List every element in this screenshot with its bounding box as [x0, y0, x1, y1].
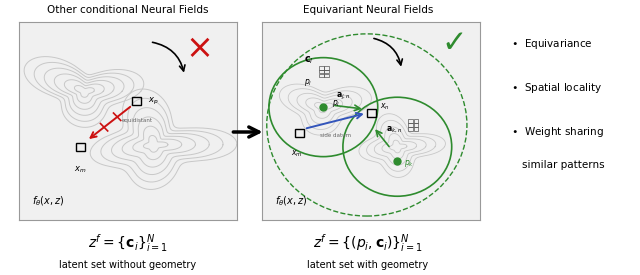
Text: $\mathbf{a}_{k,n}$: $\mathbf{a}_{k,n}$ — [387, 124, 403, 135]
Bar — [408, 127, 413, 131]
Text: $f_\theta(x, z)$: $f_\theta(x, z)$ — [32, 194, 65, 208]
Bar — [324, 66, 329, 70]
Bar — [324, 74, 329, 78]
Text: $\bullet$  Spatial locality: $\bullet$ Spatial locality — [511, 81, 602, 95]
Text: $\checkmark$: $\checkmark$ — [440, 27, 463, 56]
Text: similar patterns: similar patterns — [522, 160, 605, 170]
Bar — [413, 123, 419, 127]
Text: $\mathbf{c}_i$: $\mathbf{c}_i$ — [304, 54, 314, 65]
Text: $\bullet$  Weight sharing: $\bullet$ Weight sharing — [511, 125, 604, 139]
Text: $p_i$: $p_i$ — [304, 78, 312, 89]
Text: Other conditional Neural Fields: Other conditional Neural Fields — [47, 5, 209, 15]
Text: latent set without geometry: latent set without geometry — [60, 260, 196, 270]
Text: $x_n$: $x_n$ — [380, 102, 390, 112]
Bar — [413, 127, 419, 131]
Text: equidistant: equidistant — [122, 117, 152, 122]
Bar — [76, 142, 84, 151]
Text: side datum: side datum — [320, 133, 351, 138]
Text: $p_i$: $p_i$ — [332, 98, 340, 109]
Bar — [319, 66, 324, 70]
FancyArrowPatch shape — [152, 42, 185, 71]
Text: $f_\theta(x, z)$: $f_\theta(x, z)$ — [275, 194, 308, 208]
Bar — [319, 74, 324, 78]
Text: $x_p$: $x_p$ — [148, 96, 158, 107]
Text: $\bullet$  Equivariance: $\bullet$ Equivariance — [511, 37, 593, 51]
Bar — [132, 97, 141, 105]
FancyArrowPatch shape — [374, 39, 403, 65]
Text: $z^f = \{(p_i, \mathbf{c}_i)\}_{i=1}^N$: $z^f = \{(p_i, \mathbf{c}_i)\}_{i=1}^N$ — [313, 232, 423, 254]
Text: $\mathbf{a}_{j,n}$: $\mathbf{a}_{j,n}$ — [337, 91, 351, 102]
Bar — [324, 70, 329, 73]
Bar — [413, 119, 419, 123]
Text: $x_m$: $x_m$ — [74, 164, 86, 175]
Bar — [408, 123, 413, 127]
Text: $\times$: $\times$ — [185, 31, 211, 64]
Bar — [367, 109, 376, 117]
Bar — [319, 70, 324, 73]
Text: Equivariant Neural Fields: Equivariant Neural Fields — [303, 5, 433, 15]
Bar — [295, 129, 304, 137]
Text: latent set with geometry: latent set with geometry — [307, 260, 429, 270]
Text: $p_k$: $p_k$ — [404, 158, 414, 169]
Text: $x_m$: $x_m$ — [291, 149, 303, 159]
Text: $z^f = \{\mathbf{c}_i\}_{i=1}^N$: $z^f = \{\mathbf{c}_i\}_{i=1}^N$ — [88, 232, 168, 254]
Bar — [408, 119, 413, 123]
